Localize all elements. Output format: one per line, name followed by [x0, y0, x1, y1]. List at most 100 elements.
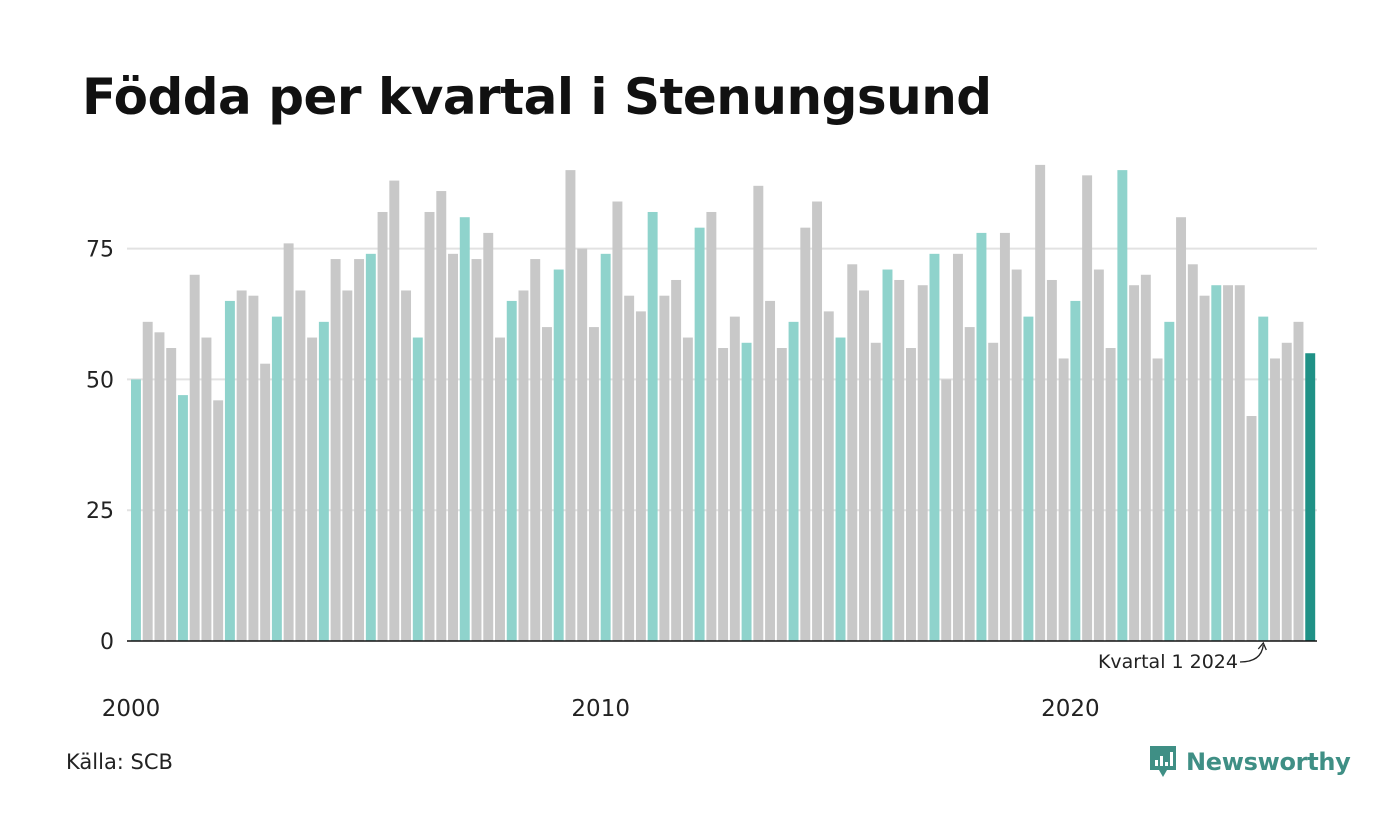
- bar: [941, 379, 952, 641]
- x-tick-label: 2020: [1041, 696, 1100, 722]
- bar: [177, 395, 188, 641]
- bar: [788, 321, 799, 641]
- bar: [318, 321, 329, 641]
- bar: [483, 232, 494, 641]
- bar: [671, 279, 682, 641]
- annotation-label: Kvartal 1 2024: [1098, 651, 1238, 673]
- axes: 0 25 50 75 2000 2010 2020: [86, 238, 1317, 722]
- bar: [847, 264, 858, 641]
- bar: [753, 185, 764, 641]
- annotation-arrow: [1239, 644, 1264, 663]
- y-tick-label: 25: [86, 499, 114, 524]
- bar: [1246, 416, 1257, 641]
- bar: [835, 337, 846, 641]
- bar: [412, 337, 423, 641]
- bar: [541, 327, 552, 641]
- bar: [565, 170, 576, 641]
- bar: [1046, 279, 1057, 641]
- bar: [1105, 348, 1116, 641]
- bar: [682, 337, 693, 641]
- bar: [1058, 358, 1069, 641]
- y-tick-label: 50: [86, 368, 114, 393]
- bar: [577, 248, 588, 641]
- bar: [471, 259, 482, 641]
- bar: [647, 211, 658, 642]
- bar: [952, 253, 963, 641]
- bar: [189, 274, 200, 641]
- bar: [248, 295, 259, 641]
- x-tick-label: 2000: [102, 696, 161, 722]
- bar: [1293, 321, 1304, 641]
- y-tick-label: 75: [86, 238, 114, 263]
- brand-name: Newsworthy: [1186, 748, 1351, 776]
- bar: [1258, 316, 1269, 641]
- bar: [976, 232, 987, 641]
- bar: [506, 300, 517, 641]
- bar: [1023, 316, 1034, 641]
- bar: [812, 201, 823, 641]
- source-label: Källa: SCB: [66, 750, 173, 774]
- bar: [1082, 175, 1093, 641]
- bar: [776, 348, 787, 641]
- bar: [1070, 300, 1081, 641]
- bar: [1129, 285, 1140, 641]
- bar: [823, 311, 834, 641]
- bar: [307, 337, 318, 641]
- bar: [424, 211, 435, 642]
- bar: [330, 259, 341, 641]
- bar: [354, 259, 365, 641]
- bar: [906, 348, 916, 641]
- bar: [1187, 264, 1198, 641]
- bar: [659, 295, 670, 641]
- bar: [1152, 358, 1163, 641]
- bar: [1140, 274, 1151, 641]
- bar: [1199, 295, 1210, 641]
- bar: [271, 316, 282, 641]
- bar: [131, 379, 141, 641]
- bar: [1281, 342, 1292, 641]
- bar: [706, 211, 717, 642]
- bar: [894, 279, 905, 641]
- bar: [999, 232, 1010, 641]
- newsworthy-logo-icon: [1150, 746, 1176, 777]
- bar: [365, 253, 376, 641]
- bar: [236, 290, 247, 641]
- bar: [213, 400, 224, 641]
- bar: [800, 227, 811, 642]
- bar: [1211, 285, 1222, 641]
- bar: [495, 337, 505, 641]
- bar: [260, 363, 271, 641]
- bar: [612, 201, 623, 641]
- bar: [553, 269, 564, 641]
- bar: [765, 300, 776, 641]
- bar: [436, 191, 447, 642]
- bar: [154, 332, 165, 641]
- bar: [224, 300, 235, 641]
- bar: [741, 342, 752, 641]
- bar: [694, 227, 705, 642]
- bar: [1223, 285, 1233, 641]
- bar: [929, 253, 940, 641]
- x-tick-label: 2010: [571, 696, 630, 722]
- bar: [518, 290, 529, 641]
- bar: [448, 253, 458, 641]
- bar: [1270, 358, 1280, 641]
- bar: [729, 316, 740, 641]
- bar: [635, 311, 646, 641]
- bar: [1305, 353, 1316, 641]
- bar: [1117, 170, 1128, 641]
- bar: [459, 217, 470, 641]
- bar: [389, 180, 400, 641]
- chart-title: Födda per kvartal i Stenungsund: [82, 68, 992, 126]
- bar: [342, 290, 353, 641]
- bar: [377, 211, 388, 642]
- bar: [718, 348, 729, 641]
- annotation-arrowhead: [1257, 641, 1267, 651]
- bar: [530, 259, 541, 641]
- bar: [1011, 269, 1022, 641]
- bar: [283, 243, 294, 641]
- y-tick-label: 0: [100, 630, 114, 655]
- bar: [624, 295, 635, 641]
- bar: [201, 337, 212, 641]
